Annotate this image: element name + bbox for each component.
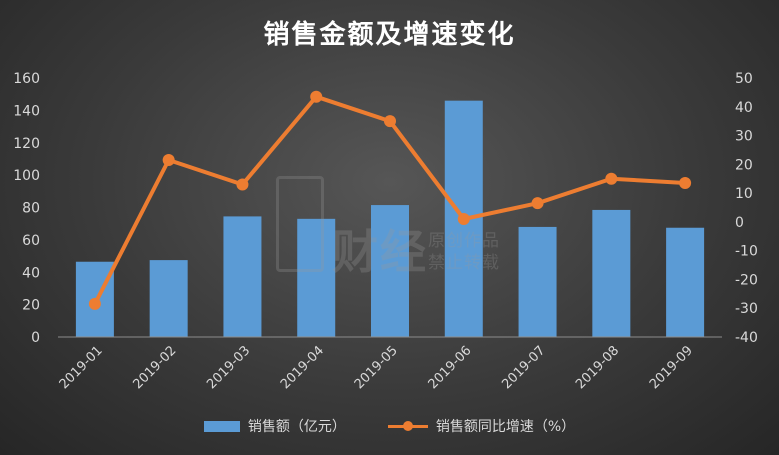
y-right-tick-50: 50 [735, 71, 753, 87]
x-tick-2019-08: 2019-08 [573, 343, 622, 392]
y-right-tick--10: -10 [735, 244, 758, 260]
y-right-tick-10: 10 [735, 186, 753, 202]
x-tick-2019-04: 2019-04 [278, 343, 327, 392]
legend-line-label: 销售额同比增速（%） [435, 419, 576, 435]
growth-point-2019-07 [531, 197, 544, 210]
legend-bar-swatch-icon [203, 420, 240, 432]
x-tick-2019-07: 2019-07 [499, 343, 548, 392]
y-left-tick-80: 80 [22, 201, 40, 217]
growth-point-2019-09 [679, 177, 692, 190]
growth-point-2019-02 [162, 154, 175, 167]
x-tick-2019-02: 2019-02 [130, 343, 179, 392]
bar-2019-08 [592, 209, 631, 337]
legend-bar-label: 销售额（亿元） [247, 419, 346, 435]
y-left-tick-40: 40 [22, 265, 40, 281]
growth-point-2019-08 [605, 172, 618, 185]
x-tick-2019-01: 2019-01 [57, 343, 106, 392]
x-tick-2019-05: 2019-05 [352, 343, 401, 392]
growth-point-2019-05 [384, 115, 396, 128]
x-tick-2019-06: 2019-06 [426, 343, 475, 392]
y-left-tick-140: 140 [13, 103, 40, 119]
chart-title: 销售金额及增速变化 [263, 20, 516, 50]
y-left-tick-100: 100 [13, 168, 40, 184]
y-left-tick-120: 120 [13, 136, 40, 152]
y-left-tick-60: 60 [22, 233, 40, 249]
growth-point-2019-03 [236, 178, 249, 191]
bar-2019-05 [371, 205, 409, 337]
bar-2019-09 [666, 227, 705, 337]
legend-line-swatch-icon [387, 420, 428, 432]
bar-2019-04 [297, 218, 336, 337]
y-right-tick-20: 20 [735, 157, 753, 173]
growth-point-2019-01 [88, 297, 101, 310]
x-tick-2019-09: 2019-09 [647, 343, 696, 392]
growth-point-2019-04 [310, 90, 323, 103]
y-right-tick-30: 30 [735, 129, 753, 145]
bar-2019-03 [223, 216, 262, 337]
bar-2019-02 [149, 260, 188, 337]
y-right-tick--30: -30 [735, 301, 758, 317]
legend-item-bar: 销售额（亿元） [203, 416, 346, 436]
bar-2019-07 [518, 226, 557, 337]
y-left-tick-0: 0 [31, 330, 40, 346]
y-left-tick-160: 160 [13, 71, 40, 87]
y-left-tick-20: 20 [22, 298, 40, 314]
y-right-tick--40: -40 [735, 330, 758, 346]
y-right-tick-0: 0 [735, 215, 744, 231]
chart-legend: 销售额（亿元） 销售额同比增速（%） [0, 416, 779, 436]
y-right-tick--20: -20 [735, 272, 758, 288]
legend-item-line: 销售额同比增速（%） [387, 416, 576, 436]
growth-point-2019-06 [457, 213, 470, 226]
y-right-tick-40: 40 [735, 100, 753, 116]
x-tick-2019-03: 2019-03 [204, 343, 253, 392]
